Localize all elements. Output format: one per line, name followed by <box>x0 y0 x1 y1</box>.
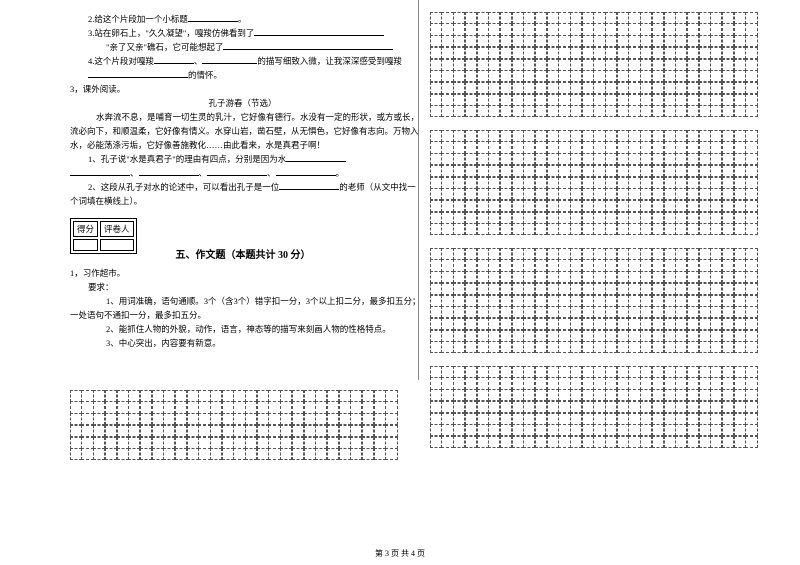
blank <box>207 166 267 176</box>
q4d-text: 的情怀。 <box>188 70 222 80</box>
question-3a: 3.站在卵石上，"久久凝望"，嘎羧仿佛看到了 <box>70 26 415 40</box>
blank <box>279 180 339 190</box>
subq-2a: 2、这段从孔子对水的论述中，可以看出孔子是一位 的老师（从文中找一 <box>70 180 415 194</box>
blank <box>202 54 257 64</box>
blank <box>286 152 346 162</box>
writing-grid <box>430 366 757 448</box>
sq1-text: 1、孔子说"水是真君子"的理由有四点，分别是因为水 <box>88 154 286 164</box>
marker-header: 评卷人 <box>100 221 134 237</box>
reading-label: 3，课外阅读。 <box>70 82 415 96</box>
q3a-text: 3.站在卵石上，"久久凝望"，嘎羧仿佛看到了 <box>88 28 254 38</box>
req-3: 3、中心突出，内容要有新意。 <box>70 336 415 350</box>
req-1b: 一处语句不通扣一分，最多扣五分。 <box>70 308 415 322</box>
sq2b-text: 的老师（从文中找一 <box>339 182 416 192</box>
score-section: 得分 评卷人 五、作文题（本题共计 30 分） <box>70 208 415 262</box>
writing-grid <box>430 12 757 117</box>
blank <box>154 54 194 64</box>
q4a-text: 4.这个片段对嘎羧 <box>88 56 154 66</box>
sep: 。 <box>336 168 345 178</box>
blank <box>70 166 130 176</box>
subq-1-blanks: 、 、 、 。 <box>70 166 415 180</box>
sep: 、 <box>130 168 139 178</box>
para-3: 水，必能荡涤污垢，它好像善施教化……由此看来，水是真君子啊！ <box>70 138 415 152</box>
marker-cell <box>100 239 134 251</box>
question-4a: 4.这个片段对嘎羧 、 的描写细致入微，让我深深感受到嘎羧 <box>70 54 415 68</box>
req-1: 1、用词准确，语句通顺。3个（含3个）错字扣一分，3个以上扣二分，最多扣五分； <box>70 294 415 308</box>
req-label: 要求： <box>70 280 415 294</box>
blank <box>188 12 238 22</box>
writing-grid <box>430 248 757 353</box>
subq-1: 1、孔子说"水是真君子"的理由有四点，分别是因为水 <box>70 152 415 166</box>
blank <box>88 68 188 78</box>
score-header: 得分 <box>73 221 98 237</box>
reading-title: 孔子游春（节选） <box>70 96 415 110</box>
q2-text: 2.给这个片段加一个小标题 <box>88 14 188 24</box>
blank <box>254 26 384 36</box>
writing-grid <box>70 390 397 460</box>
score-cell <box>73 239 98 251</box>
question-2: 2.给这个片段加一个小标题。 <box>70 12 415 26</box>
writing-grid <box>430 130 757 235</box>
question-3b: "亲了又亲"礁石，它可能想起了 <box>70 40 415 54</box>
blank <box>276 166 336 176</box>
page-footer: 第 3 页 共 4 页 <box>0 548 800 559</box>
q4b-text: 、 <box>194 56 203 66</box>
sep: 、 <box>199 168 208 178</box>
blank <box>223 40 393 50</box>
left-column: 2.给这个片段加一个小标题。 3.站在卵石上，"久久凝望"，嘎羧仿佛看到了 "亲… <box>70 12 415 350</box>
subq-2c: 个词填在横线上）。 <box>70 194 415 208</box>
section-5-title: 五、作文题（本题共计 30 分） <box>176 246 311 261</box>
blank <box>139 166 199 176</box>
para-1: 水奔流不息，是哺育一切生灵的乳汁，它好像有德行。水没有一定的形状，或方或长， <box>70 110 415 124</box>
sq2a-text: 2、这段从孔子对水的论述中，可以看出孔子是一位 <box>88 182 279 192</box>
q4c-text: 的描写细致入微，让我深深感受到嘎羧 <box>257 56 402 66</box>
column-divider <box>418 0 419 380</box>
score-table: 得分 评卷人 <box>70 218 137 254</box>
sep: 、 <box>267 168 276 178</box>
q3b-text: "亲了又亲"礁石，它可能想起了 <box>106 42 223 52</box>
req-2: 2、能抓住人物的外貌，动作，语言，神态等的描写来刻画人物的性格特点。 <box>70 322 415 336</box>
question-4d: 的情怀。 <box>70 68 415 82</box>
para-2: 流必向下，和顺温柔，它好像有情义。水穿山岩，凿石壁，从无惧色，它好像有志向。万物… <box>70 124 415 138</box>
essay-label: 1，习作超市。 <box>70 266 415 280</box>
